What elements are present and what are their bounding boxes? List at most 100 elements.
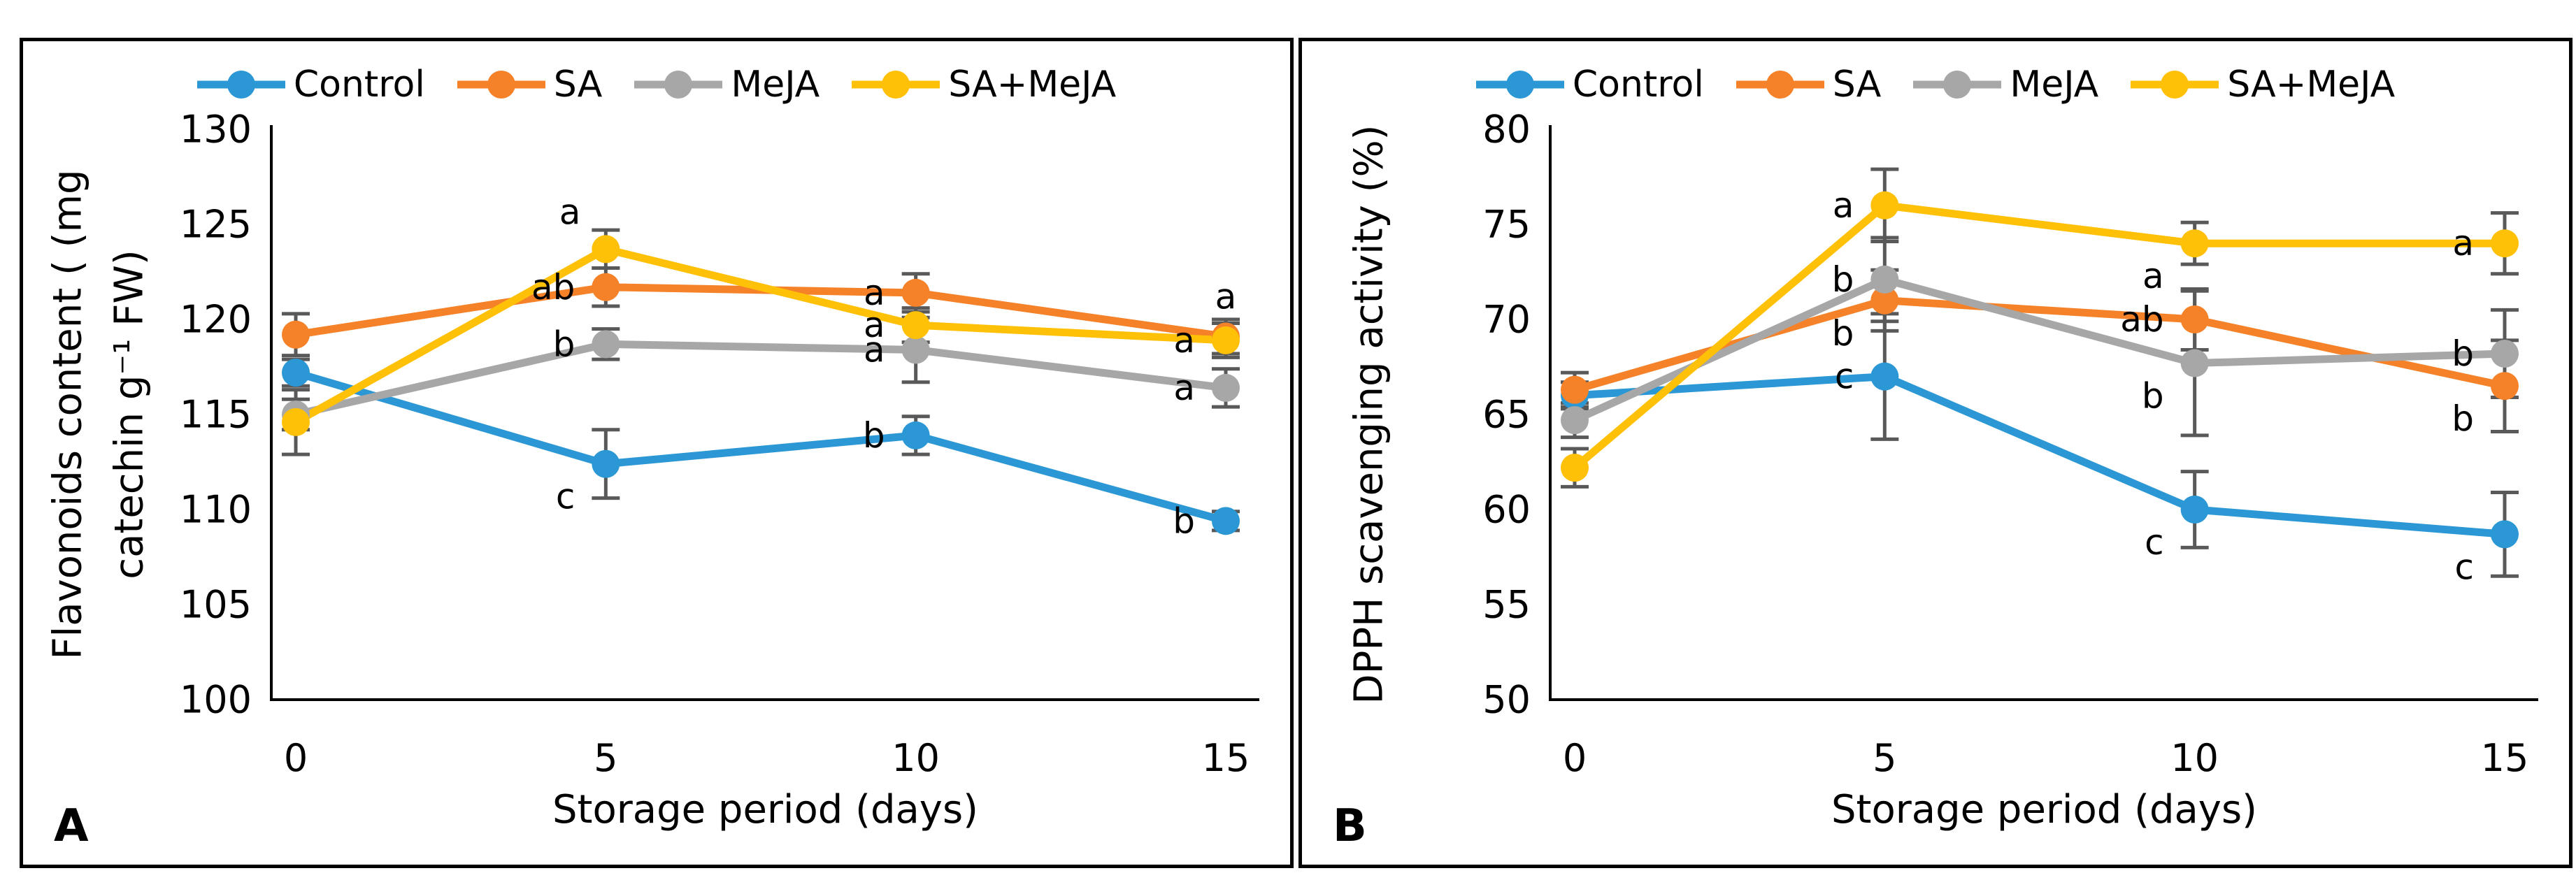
legend-label-sa: SA [553,64,603,106]
y-tick-label-60: 60 [1482,488,1531,532]
y-tick-label-120: 120 [180,298,252,342]
legend-dot-sa [487,71,515,99]
marker-sa-meja-15 [2491,229,2519,258]
sig-letter-control-5: c [556,477,575,517]
marker-control-10 [2180,496,2209,524]
x-tick-label-15: 15 [1202,736,1250,780]
sig-letter-control-5: c [1835,356,1854,397]
x-tick-label-5: 5 [1873,736,1896,780]
sig-letter-meja-5: b [1832,259,1854,300]
marker-meja-10 [901,336,930,364]
legend-item-meja: MeJA [1913,66,2098,103]
x-tick-label-5: 5 [594,736,617,780]
marker-meja-5 [1870,265,1899,294]
legend-label-sa-meja: SA+MeJA [948,64,1117,106]
sig-letter-meja-10: b [2142,376,2164,417]
y-axis-title-line-1: Flavonoids content ( (mg [45,169,91,659]
marker-sa-10 [901,278,930,307]
legend-item-sa: SA [457,64,603,106]
panel-a: Control SA MeJA SA+MeJA 100 105 110 115 120 125 1… [20,38,1294,868]
series-line-sa-meja [292,245,1230,426]
sig-letter-sa-5: b [1832,313,1854,354]
legend-label-control: Control [293,64,425,106]
legend-marker-icon-meja [634,71,723,99]
legend-marker-icon-meja [1913,71,2002,99]
legend-marker-icon-control [1475,71,1564,99]
legend-marker-icon-sa [457,71,545,99]
x-axis-title: Storage period (days) [552,787,978,832]
sig-letter-meja-15: b [2452,333,2474,374]
marker-meja-15 [2491,339,2519,368]
y-tick-label-125: 125 [180,203,252,247]
legend-label-control: Control [1572,64,1704,106]
x-tick-label-10: 10 [892,736,940,780]
series-line-sa [292,283,1230,340]
sig-letter-sa-15: b [2452,398,2474,439]
legend-item-sa: SA [1736,64,1882,106]
y-tick-label-130: 130 [180,108,252,152]
x-tick-label-10: 10 [2170,736,2219,780]
marker-sa-meja-0 [1561,454,1589,482]
series-line-sa-meja [1570,201,2509,472]
series-line-control [292,368,1230,525]
series-line-sa [1570,296,2509,394]
x-tick-label-0: 0 [1563,736,1587,780]
marker-sa-0 [282,320,310,349]
legend-dot-sa [1766,71,1794,99]
y-tick-label-115: 115 [180,393,252,437]
legend-marker-icon-sa [1736,71,1824,99]
marker-control-0 [282,359,310,387]
legend-a: Control SA MeJA SA+MeJA [23,66,1290,103]
legend-label-meja: MeJA [2010,64,2099,106]
legend-item-sa-meja: SA+MeJA [852,66,1116,103]
series-line-control [1570,373,2509,538]
marker-control-10 [901,421,930,449]
y-axis-title-line-1: DPPH scavenging activity (%) [1347,124,1392,704]
sig-letter-sa-meja-10: a [864,305,885,345]
y-tick-label-110: 110 [180,488,252,532]
sig-letter-control-15: c [2455,547,2475,587]
y-tick-label-50: 50 [1482,678,1531,722]
marker-sa-0 [1561,375,1589,404]
sig-letter-sa-meja-15: a [2452,223,2474,264]
sig-letter-control-10: c [2145,522,2164,563]
marker-meja-15 [1212,373,1240,402]
marker-control-5 [1870,362,1899,391]
marker-sa-meja-5 [592,235,620,264]
y-tick-label-105: 105 [180,583,252,627]
legend-item-meja: MeJA [634,66,820,103]
marker-sa-5 [1870,286,1899,315]
sig-letter-sa-meja-10: a [2142,256,2164,296]
x-axis-title: Storage period (days) [1831,787,2257,832]
marker-sa-meja-15 [1212,326,1240,354]
legend-label-sa: SA [1832,64,1882,106]
marker-sa-5 [592,273,620,301]
marker-sa-15 [2491,372,2519,401]
legend-dot-meja [1943,71,1972,99]
marker-sa-meja-5 [1870,191,1899,219]
marker-sa-meja-10 [2180,229,2209,258]
y-tick-label-65: 65 [1482,393,1531,437]
marker-meja-10 [2180,349,2209,377]
marker-sa-meja-0 [282,407,310,436]
sig-letter-sa-meja-5: a [1833,185,1854,226]
legend-marker-icon-sa-meja [2131,71,2219,99]
sig-letter-meja-15: a [1173,368,1195,408]
sig-letter-sa-meja-15: a [1173,320,1195,361]
marker-sa-meja-10 [901,311,930,340]
marker-sa-10 [2180,305,2209,333]
legend-marker-icon-control [196,71,285,99]
y-tick-label-70: 70 [1482,298,1531,342]
sig-letter-sa-10: a [864,273,885,313]
sig-letter-sa-meja-5: a [559,192,581,232]
panel-letter-a: A [54,800,89,852]
sig-letter-control-15: b [1173,500,1195,541]
y-tick-label-100: 100 [180,678,252,722]
y-axis-title-line-2: catechin g⁻¹ FW) [107,250,152,579]
legend-item-control: Control [1475,64,1704,106]
legend-marker-icon-sa-meja [852,71,940,99]
sig-letter-sa-15: a [1215,276,1237,317]
legend-dot-control [1505,71,1534,99]
sig-letter-meja-10: a [864,330,885,370]
legend-b: Control SA MeJA SA+MeJA [1302,66,2569,103]
